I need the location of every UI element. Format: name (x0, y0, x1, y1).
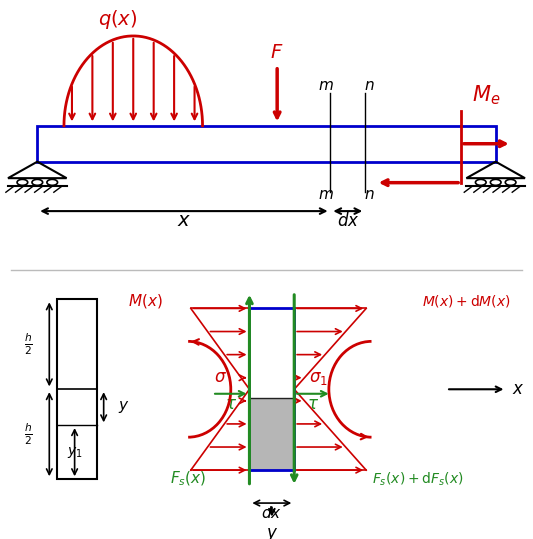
Text: $y_1$: $y_1$ (67, 445, 83, 460)
Text: $n$: $n$ (364, 78, 375, 93)
Text: $x$: $x$ (177, 211, 191, 230)
Text: $y$: $y$ (265, 526, 278, 539)
Text: $F_s(x)+\mathrm{d}F_s(x)$: $F_s(x)+\mathrm{d}F_s(x)$ (372, 471, 463, 488)
Text: $F$: $F$ (270, 44, 284, 63)
Text: $\tau$: $\tau$ (307, 395, 319, 413)
Text: $m$: $m$ (318, 187, 334, 202)
Text: $x$: $x$ (512, 381, 524, 398)
Text: $q(x)$: $q(x)$ (98, 9, 137, 31)
Text: $\tau$: $\tau$ (225, 395, 237, 413)
Text: $dx$: $dx$ (336, 212, 359, 230)
Text: $dx$: $dx$ (261, 505, 282, 521)
Bar (37, 126, 496, 162)
Bar (249, 398, 294, 470)
Text: $\sigma_1$: $\sigma_1$ (309, 369, 328, 387)
Bar (58, 300, 98, 479)
Bar (249, 308, 294, 470)
Text: $M(x)$: $M(x)$ (128, 292, 163, 310)
Text: $\sigma$: $\sigma$ (214, 368, 227, 386)
Text: $M_e$: $M_e$ (472, 84, 500, 107)
Text: $y$: $y$ (118, 399, 129, 415)
Text: $n$: $n$ (364, 187, 375, 202)
Text: $\frac{h}{2}$: $\frac{h}{2}$ (23, 331, 33, 357)
Text: $M(x)+\mathrm{d}M(x)$: $M(x)+\mathrm{d}M(x)$ (422, 293, 511, 309)
Text: $\frac{h}{2}$: $\frac{h}{2}$ (23, 421, 33, 447)
Text: $m$: $m$ (318, 78, 334, 93)
Text: $F_s(x)$: $F_s(x)$ (170, 470, 206, 488)
